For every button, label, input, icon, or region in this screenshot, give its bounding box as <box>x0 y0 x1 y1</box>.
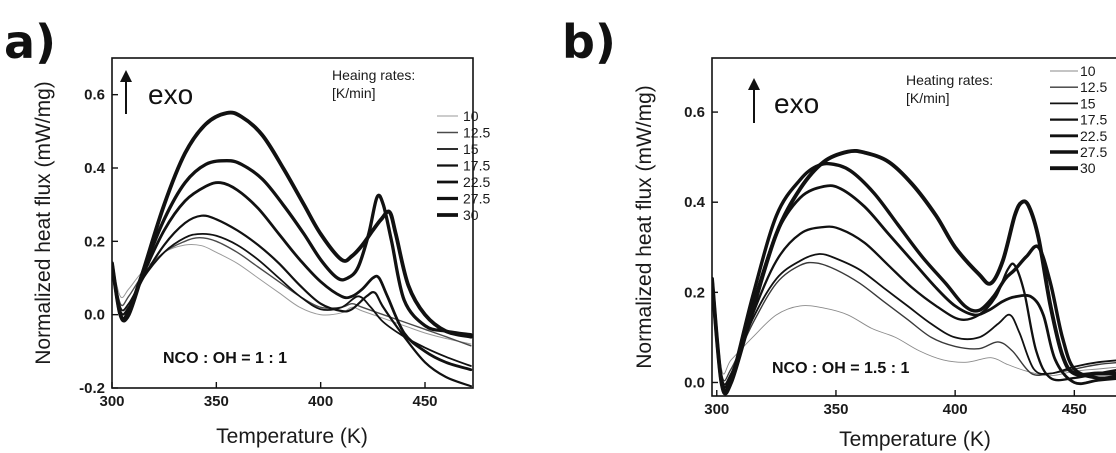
legend-title-a: Heaing rates: <box>332 67 415 83</box>
series-line-30 <box>112 110 473 339</box>
x-tick-label: 450 <box>412 393 437 410</box>
legend-label-30: 30 <box>463 207 479 223</box>
y-axis-label-b: Normalized heat flux (mW/mg) <box>633 85 656 369</box>
x-tick-label: 300 <box>99 393 124 410</box>
x-tick-label: 350 <box>823 401 848 418</box>
plot-frame-b <box>711 57 1116 397</box>
x-tick-label: 300 <box>704 401 729 418</box>
y-tick-label: 0.4 <box>684 194 706 211</box>
ratio-label-b: NCO : OH = 1.5 : 1 <box>772 360 909 377</box>
exo-annotation-a: exo <box>120 70 193 114</box>
series-line-17.5 <box>112 214 472 388</box>
legend-label-17.5: 17.5 <box>1080 112 1107 128</box>
exo-label-b: exo <box>774 88 819 119</box>
legend-title-b: Heating rates: <box>906 72 993 88</box>
legend-label-10: 10 <box>1080 63 1096 79</box>
legend-label-27.5: 27.5 <box>1080 144 1107 160</box>
y-tick-label: -0.2 <box>79 380 105 397</box>
series-line-30 <box>712 148 1116 396</box>
legend-label-27.5: 27.5 <box>463 191 490 207</box>
legend-label-17.5: 17.5 <box>463 158 490 174</box>
arrowhead-icon <box>120 70 132 82</box>
x-tick-label: 450 <box>1062 401 1087 418</box>
exo-label-a: exo <box>148 79 193 110</box>
y-axis-label-a: Normalized heat flux (mW/mg) <box>32 81 55 365</box>
y-tick-label: 0.0 <box>684 374 705 391</box>
legend-subtitle-b: [K/min] <box>906 90 950 106</box>
y-tick-label: 0.2 <box>84 233 105 250</box>
ticks-a: 300 350 400 450 -0.2 0.0 0.2 0.4 0.6 <box>79 87 437 410</box>
x-tick-label: 400 <box>943 401 968 418</box>
series-line-15 <box>712 253 1116 386</box>
panel-label-a: a) <box>4 15 56 69</box>
legend-label-15: 15 <box>463 141 479 157</box>
series-a <box>112 110 473 388</box>
series-line-22.5 <box>112 181 473 372</box>
ticks-b: 300 350 400 450 0.0 0.2 0.4 0.6 <box>684 104 1087 418</box>
series-line-12.5 <box>112 237 472 347</box>
y-tick-label: 0.6 <box>684 104 705 121</box>
legend-label-10: 10 <box>463 108 479 124</box>
y-tick-label: 0.0 <box>84 307 105 324</box>
x-axis-label-a: Temperature (K) <box>216 425 368 448</box>
legend-label-30: 30 <box>1080 160 1096 176</box>
series-line-27.5 <box>112 159 473 337</box>
x-tick-label: 350 <box>204 393 229 410</box>
arrowhead-icon <box>748 78 760 90</box>
x-tick-label: 400 <box>308 393 333 410</box>
y-tick-label: 0.4 <box>84 160 106 177</box>
legend-label-12.5: 12.5 <box>463 125 490 141</box>
ratio-label-a: NCO : OH = 1 : 1 <box>163 350 287 367</box>
plot-frame-a <box>111 57 474 389</box>
panel-b: b) Normalized heat flux (mW/mg) Temperat… <box>562 15 1116 451</box>
y-tick-label: 0.2 <box>684 284 705 301</box>
legend-subtitle-a: [K/min] <box>332 85 376 101</box>
series-line-17.5 <box>712 225 1116 389</box>
series-b <box>712 148 1116 396</box>
legend-label-12.5: 12.5 <box>1080 79 1107 95</box>
y-tick-label: 0.6 <box>84 87 105 104</box>
panel-a: a) Normalized heat flux (mW/mg) Temperat… <box>4 15 490 448</box>
series-line-27.5 <box>712 161 1116 395</box>
panel-label-b: b) <box>562 15 616 69</box>
legend-label-22.5: 22.5 <box>463 174 490 190</box>
x-axis-label-b: Temperature (K) <box>839 428 991 451</box>
exo-annotation-b: exo <box>748 78 819 123</box>
legend-label-22.5: 22.5 <box>1080 128 1107 144</box>
series-line-10 <box>112 243 472 345</box>
legend-label-15: 15 <box>1080 95 1096 111</box>
